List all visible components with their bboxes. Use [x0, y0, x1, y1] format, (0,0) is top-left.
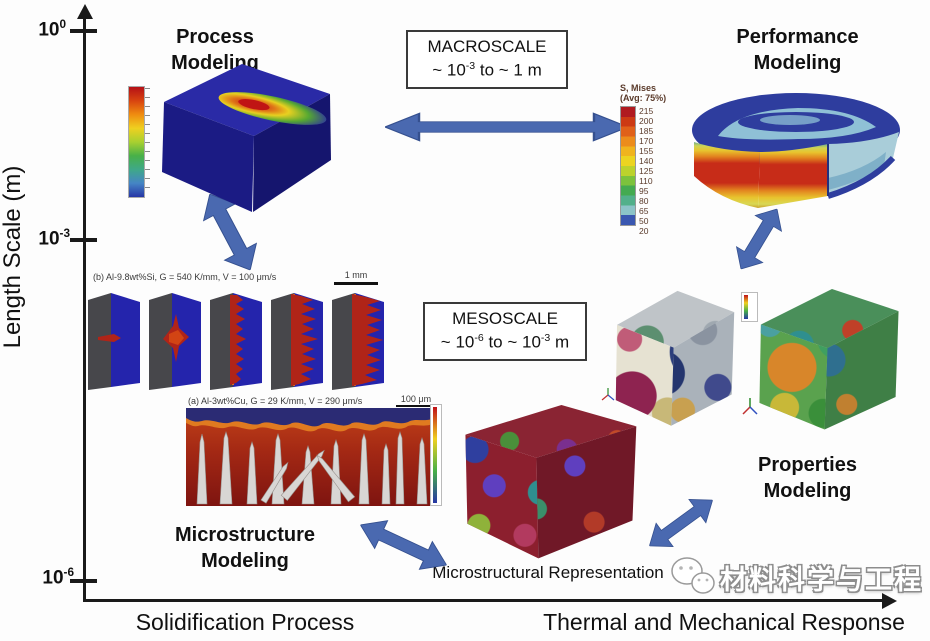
stress-cube-image — [755, 286, 903, 434]
properties-modeling-title: Properties Modeling — [758, 454, 857, 502]
polycrystal-cube-image — [612, 288, 738, 430]
dendrite-a-image — [186, 408, 436, 506]
mesoscale-range: ~ 10-6 to ~ 10-3 m — [440, 331, 570, 352]
microstructural-representation-label: Microstructural Representation — [432, 563, 664, 582]
y-axis-arrow-icon — [77, 4, 93, 19]
y-tick-label-1e0: 100 — [38, 18, 66, 41]
microstructure-cube-image — [452, 400, 644, 565]
dendrite-b-scale-label: 1 mm — [344, 270, 368, 280]
process-micro-double-arrow-icon — [202, 193, 258, 271]
macroscale-title: MACROSCALE — [427, 37, 547, 56]
axis-triad-small-icon — [601, 388, 615, 401]
dendrite-b-scale-bar — [334, 282, 378, 285]
mises-legend-title2: (Avg: 75%) — [620, 93, 667, 104]
micromodel-rep-double-arrow-icon — [359, 520, 448, 570]
y-tick-mark-1e0 — [70, 29, 97, 33]
y-tick-label-1e-6: 10-6 — [42, 566, 74, 589]
mini-colorbar-icon — [741, 292, 758, 322]
macroscale-box: MACROSCALE ~ 10-3 to ~ 1 m — [406, 30, 568, 89]
wechat-icon — [671, 557, 715, 594]
mesoscale-title: MESOSCALE — [452, 309, 558, 328]
performance-part-image — [692, 93, 900, 208]
y-axis-title: Length Scale (m) — [0, 165, 26, 349]
watermark: 材料科学与工程 — [670, 556, 923, 598]
y-tick-mark-1e-3 — [70, 238, 97, 242]
mises-legend: S, Mises (Avg: 75%) 215 200 185 170 155 140… — [620, 83, 692, 236]
mises-legend-title1: S, Mises — [620, 83, 657, 93]
dendrite-strips-image — [88, 293, 384, 390]
x-axis-label-left: Solidification Process — [135, 609, 355, 635]
mises-values: 215 200 185 170 155 140 125 110 95 80 65 50 20 — [639, 105, 654, 236]
rep-properties-double-arrow-icon — [648, 499, 714, 547]
x-axis-label-right: Thermal and Mechanical Response — [543, 609, 905, 635]
dendrite-a-scale-bar — [396, 405, 434, 407]
y-tick-label-1e-3: 10-3 — [38, 227, 70, 250]
mises-colorbar-icon — [620, 105, 636, 226]
macroscale-range: ~ 10-3 to ~ 1 m — [432, 59, 542, 80]
mesoscale-box: MESOSCALE ~ 10-6 to ~ 10-3 m — [423, 302, 587, 361]
process-colorbar-icon — [128, 86, 145, 198]
x-axis-arrow-icon — [882, 593, 897, 609]
process-weld-block-image — [162, 64, 331, 212]
watermark-text: 材料科学与工程 — [720, 564, 923, 595]
y-tick-mark-1e-6 — [70, 579, 97, 583]
macroscale-double-arrow-icon — [385, 112, 628, 142]
axis-triad-icon — [742, 398, 758, 415]
x-axis-line — [84, 599, 884, 602]
dendrite-b-caption: (b) Al-9.8wt%Si, G = 540 K/mm, V = 100 μ… — [93, 272, 277, 282]
rep-mini-legend-icon — [430, 404, 442, 506]
process-colorbar-ticks — [145, 88, 150, 194]
microstructure-modeling-title: Microstructure Modeling — [174, 524, 316, 572]
dendrite-a-caption: (a) Al-3wt%Cu, G = 29 K/mm, V = 290 μm/s — [188, 396, 363, 406]
performance-meso-double-arrow-icon — [735, 208, 783, 270]
performance-modeling-title: Performance Modeling — [736, 26, 859, 74]
y-axis-line — [83, 16, 86, 602]
dendrite-a-scale-label: 100 μm — [400, 394, 432, 404]
